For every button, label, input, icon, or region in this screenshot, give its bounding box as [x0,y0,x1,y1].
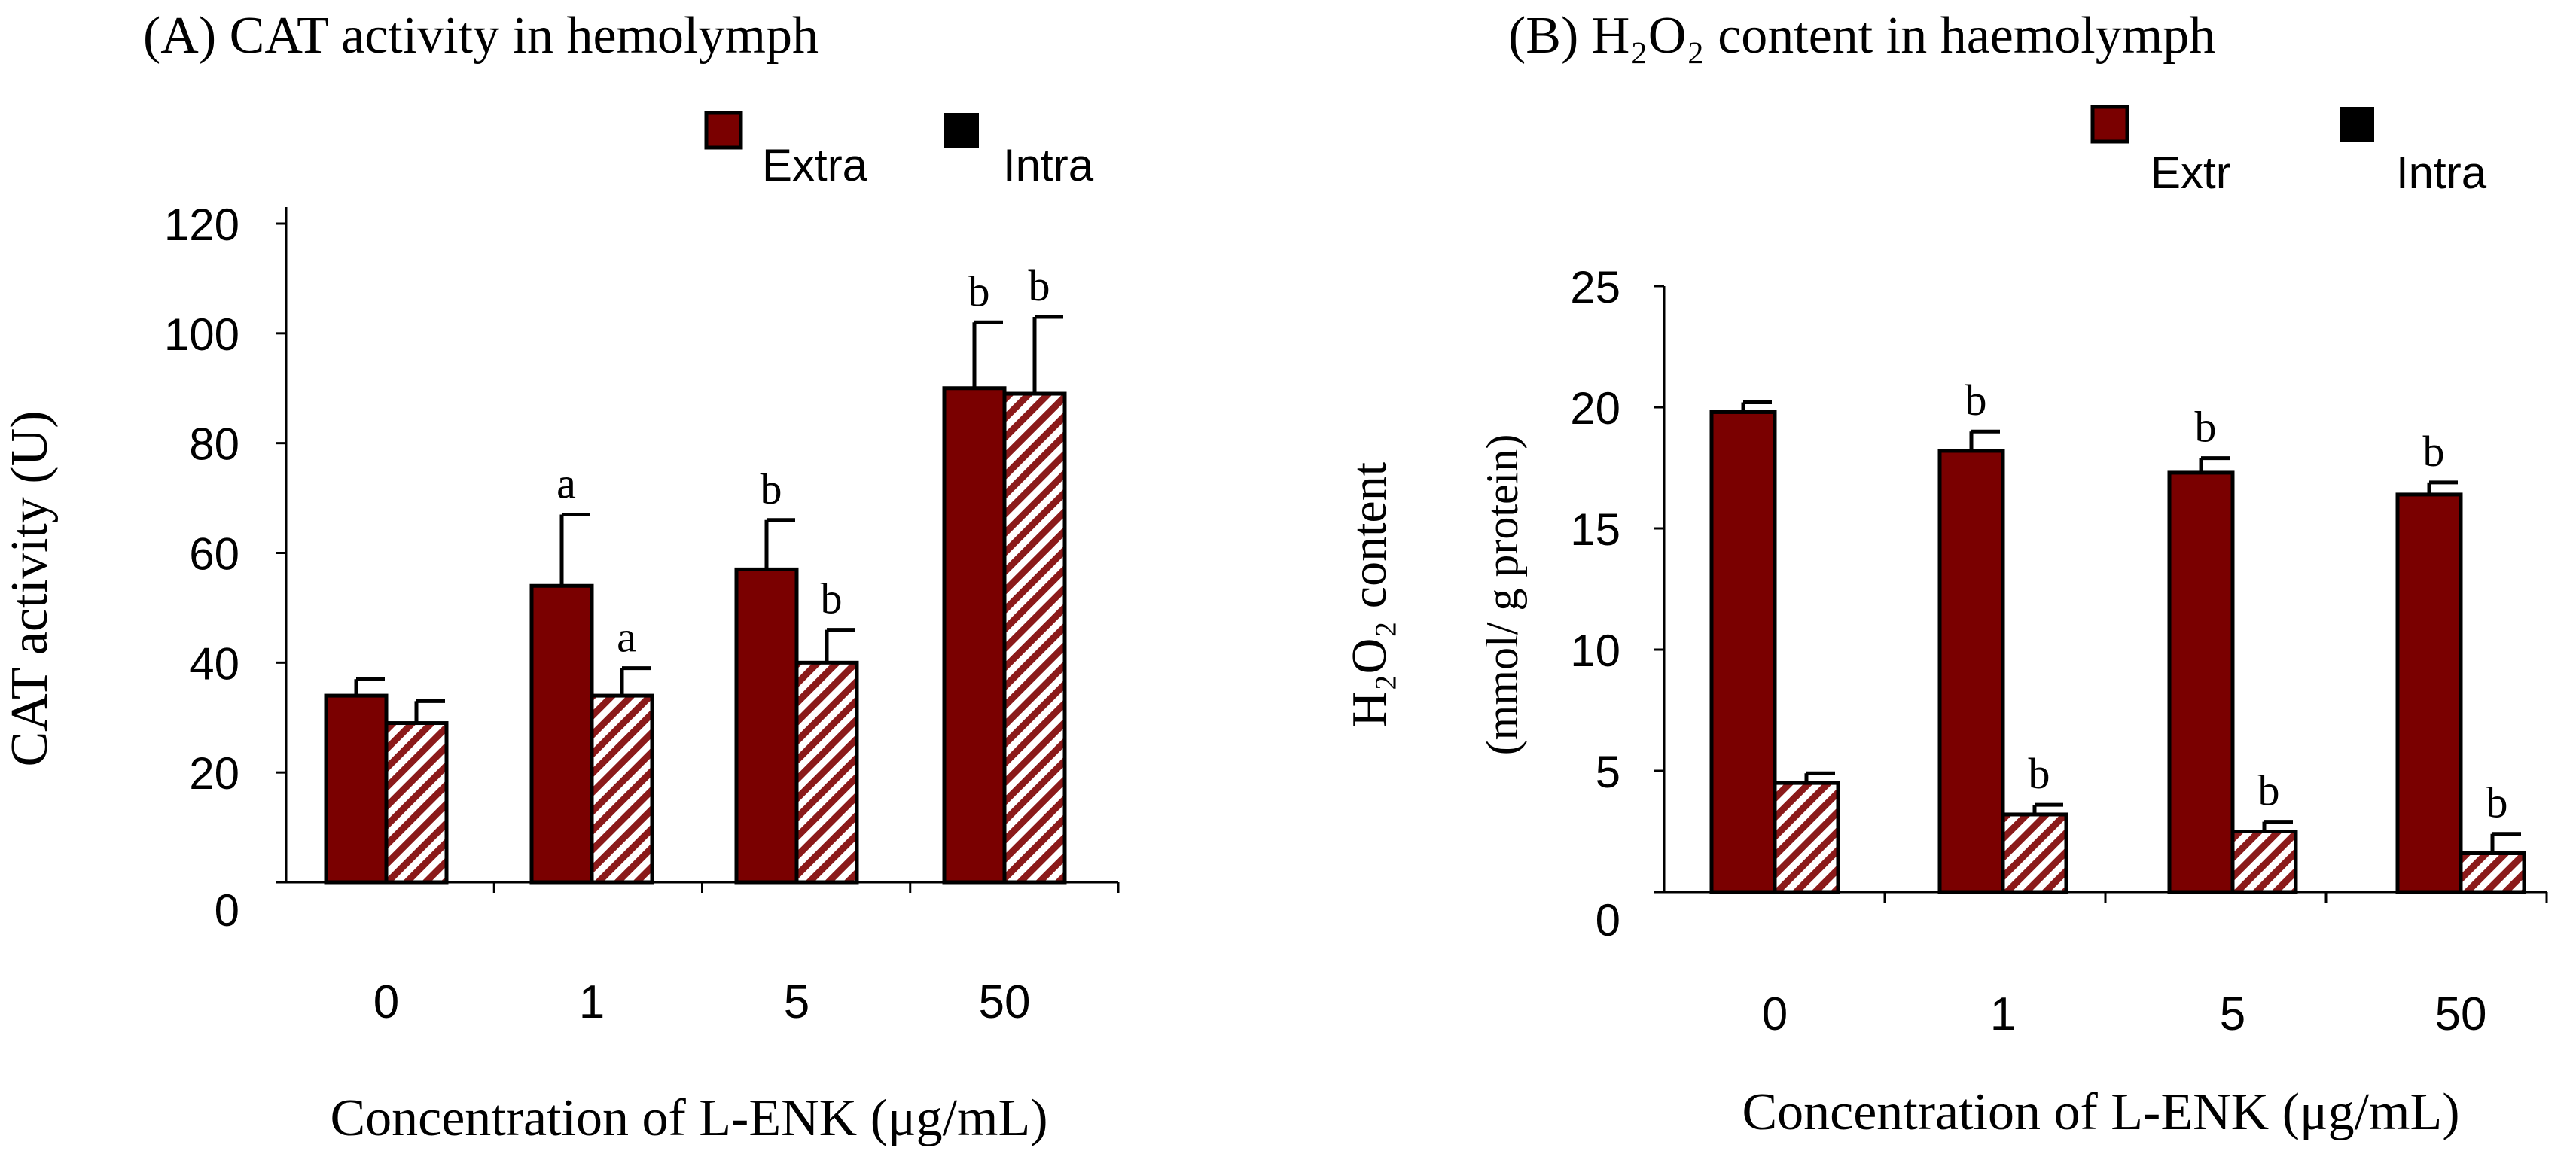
panel-a-y-label: CAT activity (U) [1,410,59,766]
bar-intra-1 [2001,812,2068,894]
panel-a: (A) CAT activity in hemolymph Extra Intr… [1,7,1120,1147]
panel-b-legend: Extr Intra [2090,105,2487,198]
bar-extra-50 [942,386,1007,885]
x-tick-label: 50 [2435,988,2487,1040]
bar-extra-50 [2395,492,2463,894]
legend-intra-swatch [2340,107,2374,142]
y-tick-label: 20 [1570,383,1620,434]
x-tick-label: 1 [579,976,605,1028]
y-tick-label: 60 [189,529,239,580]
panel-a-title: (A) CAT activity in hemolymph [143,7,819,65]
legend-extr-label: Extr [2151,148,2231,198]
y-tick-label: 10 [1570,626,1620,676]
legend-extra-label: Extra [762,140,868,190]
panel-b-y-label: H₂O₂ content (mmol/ g protein) [1342,434,1527,756]
bar-intra-0 [384,721,449,885]
significance-label: b [1965,376,1987,425]
y-tick-label: 0 [215,885,239,936]
bar-intra-5 [794,660,859,885]
panel-a-x-axis: 0 1 5 50 [286,881,1120,1028]
y-tick-label: 20 [189,748,239,799]
bar-intra-1 [590,693,654,885]
y-tick-label: 100 [164,309,239,360]
y-tick-label: 0 [1596,895,1620,945]
y-tick-label: 5 [1596,747,1620,797]
panel-b-x-label: Concentration of L-ENK (μg/mL) [1742,1083,2459,1141]
bar-intra-50 [2459,851,2526,894]
significance-label: b [761,464,782,513]
y-tick-label: 120 [164,199,239,250]
significance-label: a [617,613,636,662]
bar-extra-1 [1937,449,2005,894]
significance-label: a [556,458,576,507]
bar-extra-5 [734,567,799,885]
legend-extr-swatch [2090,105,2129,144]
panel-b-y-label-line-2: (mmol/ g protein) [1477,434,1527,756]
significance-label: b [2258,766,2280,815]
panel-b-y-label-line-1: H₂O₂ content [1342,462,1397,727]
y-tick-label: 40 [189,638,239,689]
panel-a-y-axis: 0 20 40 60 80 100 120 [164,199,288,936]
bar-extra-1 [529,583,594,885]
panel-b-x-axis: 0 1 5 50 [1664,891,2548,1040]
significance-label: b [968,266,990,315]
significance-label: b [2486,778,2508,827]
y-tick-label: 15 [1570,504,1620,555]
x-tick-label: 50 [979,976,1031,1028]
legend-intra-label: Intra [1003,140,1094,190]
panel-b-bars: b b b b b b [1709,376,2526,894]
significance-label: b [821,574,843,623]
panel-b-title: (B) H₂O₂ content in haemolymph [1508,7,2215,65]
significance-label: b [2423,427,2445,476]
x-tick-label: 5 [784,976,809,1028]
panel-a-legend: Extra Intra [704,111,1094,190]
legend-intra-label: Intra [2396,148,2487,198]
bar-extra-0 [324,693,389,885]
panel-b-y-axis: 0 5 10 15 20 25 [1570,262,1666,945]
bar-extra-5 [2167,470,2235,894]
legend-intra-swatch [944,113,979,148]
y-tick-label: 25 [1570,262,1620,312]
x-tick-label: 1 [1990,988,2016,1040]
bar-intra-5 [2230,830,2298,894]
significance-label: b [2029,749,2050,798]
panel-a-x-label: Concentration of L-ENK (μg/mL) [330,1089,1047,1147]
significance-label: b [2195,403,2217,452]
x-tick-label: 0 [373,976,399,1028]
bar-extra-0 [1709,410,1777,894]
panel-b: (B) H₂O₂ content in haemolymph Extr Intr… [1342,7,2548,1141]
bar-intra-0 [1773,781,1840,894]
x-tick-label: 5 [2220,988,2245,1040]
x-tick-label: 0 [1762,988,1788,1040]
y-tick-label: 80 [189,419,239,470]
bar-intra-50 [1002,391,1067,885]
significance-label: b [1029,261,1050,310]
legend-extra-swatch [704,111,743,150]
